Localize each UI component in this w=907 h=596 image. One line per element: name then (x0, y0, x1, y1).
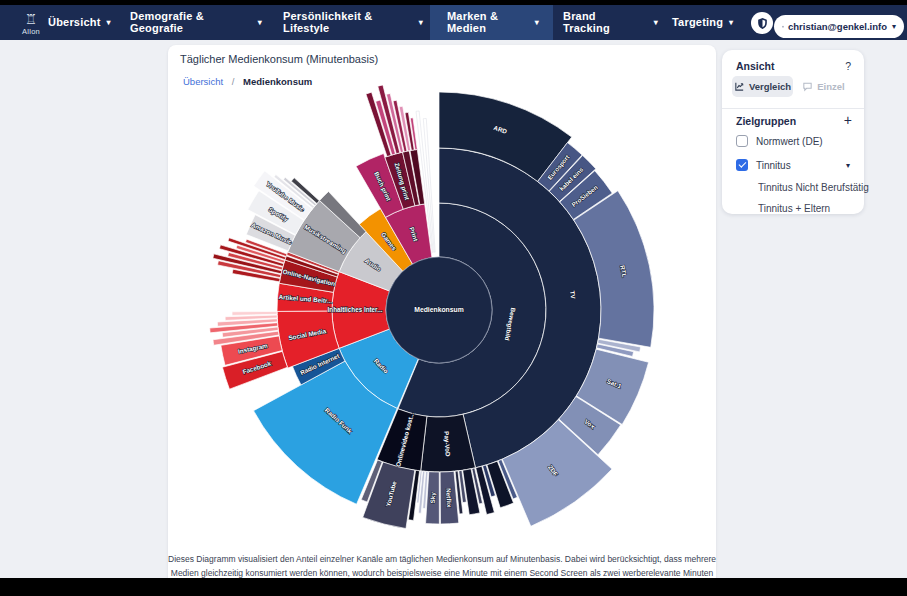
sunburst-chart-wrap: BewegtbildRadioInhaltliches Inter...Audi… (154, 55, 724, 565)
user-icon (782, 21, 784, 32)
sunburst-label: Medienkonsum (414, 306, 463, 313)
chart-description-line: Dieses Diagramm visualisiert den Anteil … (168, 553, 716, 567)
group-row-tinnitus[interactable]: Tinnitus ▾ (736, 158, 850, 172)
nav-caret-icon: ▾ (258, 18, 262, 27)
add-group-button[interactable]: + (844, 112, 852, 128)
brand-name: Allon (22, 27, 40, 36)
group-row-normwert[interactable]: Normwert (DE) (736, 134, 850, 148)
group-label: Normwert (DE) (756, 136, 823, 147)
sunburst-label: Netflix (445, 488, 453, 508)
group-label: Tinnitus (756, 160, 791, 171)
vergleich-button[interactable]: Vergleich (732, 76, 793, 97)
panel-divider (722, 108, 864, 109)
tinnitus-caret-icon[interactable]: ▾ (846, 161, 850, 170)
nav-item-label: Marken &Medien (447, 11, 498, 34)
nav-item-marken-medien[interactable]: Marken &Medien ▾ (447, 5, 539, 40)
window-bottom-bar (0, 578, 907, 596)
chart-card: Täglicher Medienkonsum (Minutenbasis) Üb… (168, 45, 716, 596)
tinnitus-checkbox[interactable] (736, 159, 748, 171)
nav-item-label: Übersicht (48, 17, 101, 29)
chart-description: Dieses Diagramm visualisiert den Anteil … (168, 553, 716, 580)
view-toggle: Vergleich Einzel (732, 76, 854, 97)
user-caret-icon: ▾ (892, 22, 896, 31)
sunburst-chart[interactable]: BewegtbildRadioInhaltliches Inter...Audi… (154, 55, 724, 565)
nav-caret-icon: ▾ (419, 18, 423, 27)
einzel-button[interactable]: Einzel (793, 76, 854, 97)
shield-button[interactable] (751, 12, 773, 34)
nav-item-brand-tracking[interactable]: BrandTracking ▾ (563, 5, 658, 40)
subgroup-item[interactable]: Tinnitus Nicht Berufstätig (758, 182, 869, 193)
sunburst-label: Inhaltliches Inter... (328, 306, 383, 313)
nav-item-label: Persönlichkeit &Lifestyle (283, 11, 372, 34)
nav-caret-icon: ▾ (729, 18, 733, 27)
nav-item-label: Targeting (672, 17, 723, 29)
brand-logo[interactable]: ♖ Allon (14, 7, 48, 40)
speech-bubble-icon (802, 81, 813, 92)
einzel-label: Einzel (817, 81, 844, 92)
brand-crest-icon: ♖ (25, 12, 38, 26)
help-button[interactable]: ? (845, 60, 851, 72)
shield-icon (756, 17, 769, 30)
subgroup-item[interactable]: Tinnitus + Eltern (758, 203, 830, 214)
nav-item--bersicht[interactable]: Übersicht ▾ (48, 5, 111, 40)
nav-item-label: BrandTracking (563, 11, 610, 34)
nav-item-targeting[interactable]: Targeting ▾ (672, 5, 733, 40)
settings-panel: Ansicht ? Vergleich Einzel Zielgruppen +… (722, 50, 864, 214)
nav-caret-icon: ▾ (654, 18, 658, 27)
nav-item-demografie-geografie[interactable]: Demografie &Geografie ▾ (130, 5, 262, 40)
normwert-checkbox[interactable] (736, 135, 748, 147)
nav-item-pers-nlichkeit-lifestyle[interactable]: Persönlichkeit &Lifestyle ▾ (283, 5, 423, 40)
top-nav: ♖ Allon Übersicht ▾ Demografie &Geografie ▾… (0, 5, 907, 40)
user-menu[interactable]: christian@genkel.info ▾ (774, 15, 904, 38)
vergleich-label: Vergleich (749, 81, 791, 92)
nav-caret-icon: ▾ (107, 18, 111, 27)
user-email: christian@genkel.info (788, 21, 887, 32)
groups-section-title: Zielgruppen (736, 115, 796, 127)
sunburst-segment[interactable] (232, 311, 277, 315)
view-section-title: Ansicht (736, 60, 775, 72)
compare-chart-icon (734, 81, 745, 92)
nav-caret-icon: ▾ (535, 18, 539, 27)
nav-item-label: Demografie &Geografie (130, 11, 204, 34)
